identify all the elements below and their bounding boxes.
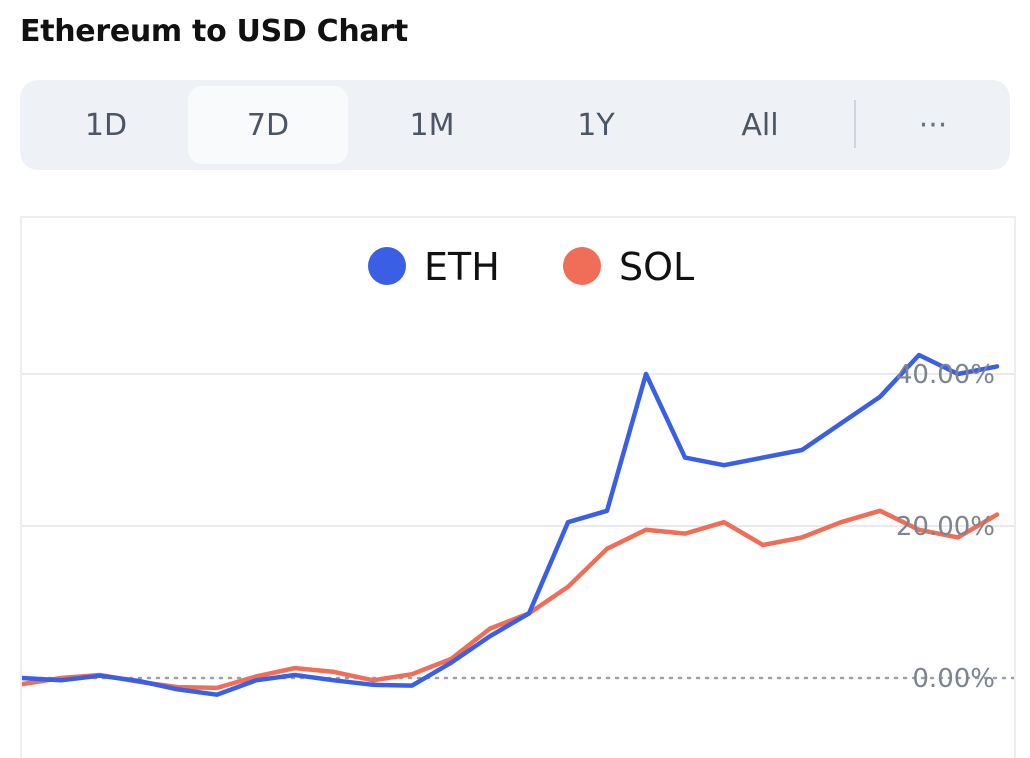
data-point-eth-6 (254, 678, 258, 682)
data-point-sol-16 (644, 528, 648, 532)
data-point-sol-10 (410, 672, 414, 676)
data-point-sol-24 (956, 535, 960, 539)
data-point-eth-14 (566, 520, 570, 524)
chart-svg: ETH SOL 0.00% 20.00% 40.00% (22, 245, 1014, 697)
data-point-eth-21 (839, 421, 843, 425)
legend-marker-eth[interactable] (368, 247, 406, 285)
more-options-icon[interactable]: ··· (918, 107, 948, 143)
tab-1y[interactable]: 1Y (577, 107, 615, 143)
data-point-eth-1 (59, 678, 63, 682)
data-point-sol-5 (215, 686, 219, 690)
data-point-eth-22 (878, 395, 882, 399)
page-title: Ethereum to USD Chart (20, 14, 408, 49)
data-point-sol-15 (605, 547, 609, 551)
data-point-eth-15 (605, 509, 609, 513)
data-point-sol-12 (488, 627, 492, 631)
price-chart: ETH SOL 0.00% 20.00% 40.00% (20, 216, 1016, 758)
tab-1m[interactable]: 1M (409, 107, 455, 143)
data-point-sol-19 (761, 543, 765, 547)
data-point-eth-5 (215, 693, 219, 697)
legend-label-eth[interactable]: ETH (424, 245, 500, 289)
data-point-eth-20 (800, 448, 804, 452)
tab-7d[interactable]: 7D (188, 86, 348, 164)
y-tick-label-0: 0.00% (912, 664, 995, 694)
data-point-sol-25 (995, 513, 999, 517)
data-point-sol-9 (371, 678, 375, 682)
data-point-eth-8 (332, 678, 336, 682)
data-point-sol-22 (878, 509, 882, 513)
data-point-eth-12 (488, 634, 492, 638)
data-point-eth-10 (410, 684, 414, 688)
time-range-tabs: 1D 7D 1M 1Y All ··· (20, 80, 1010, 170)
data-point-sol-20 (800, 535, 804, 539)
data-point-sol-17 (683, 532, 687, 536)
data-point-sol-6 (254, 674, 258, 678)
data-point-eth-18 (722, 463, 726, 467)
data-point-eth-24 (956, 372, 960, 376)
data-point-eth-16 (644, 372, 648, 376)
data-point-sol-8 (332, 670, 336, 674)
data-point-sol-21 (839, 520, 843, 524)
legend-label-sol[interactable]: SOL (619, 245, 694, 289)
series-line-eth (22, 352, 1000, 697)
data-point-eth-19 (761, 456, 765, 460)
data-point-eth-0 (22, 676, 24, 680)
data-point-sol-0 (22, 682, 24, 686)
data-point-sol-7 (293, 666, 297, 670)
data-point-eth-11 (449, 661, 453, 665)
series-line-sol (22, 508, 1000, 691)
y-tick-label-2: 40.00% (896, 360, 995, 390)
data-point-eth-25 (995, 364, 999, 368)
data-point-eth-13 (527, 611, 531, 615)
legend-marker-sol[interactable] (563, 247, 601, 285)
tab-divider (854, 100, 856, 148)
data-point-eth-7 (293, 673, 297, 677)
data-point-sol-18 (722, 520, 726, 524)
data-point-eth-17 (683, 456, 687, 460)
y-tick-label-1: 20.00% (896, 512, 995, 542)
data-point-eth-2 (98, 674, 102, 678)
data-point-sol-23 (917, 528, 921, 532)
data-point-eth-23 (917, 353, 921, 357)
data-point-sol-14 (566, 585, 570, 589)
data-point-eth-9 (371, 683, 375, 687)
data-point-eth-4 (176, 687, 180, 691)
tab-1d[interactable]: 1D (84, 107, 128, 143)
tab-all[interactable]: All (741, 107, 779, 143)
data-point-eth-3 (137, 679, 141, 683)
